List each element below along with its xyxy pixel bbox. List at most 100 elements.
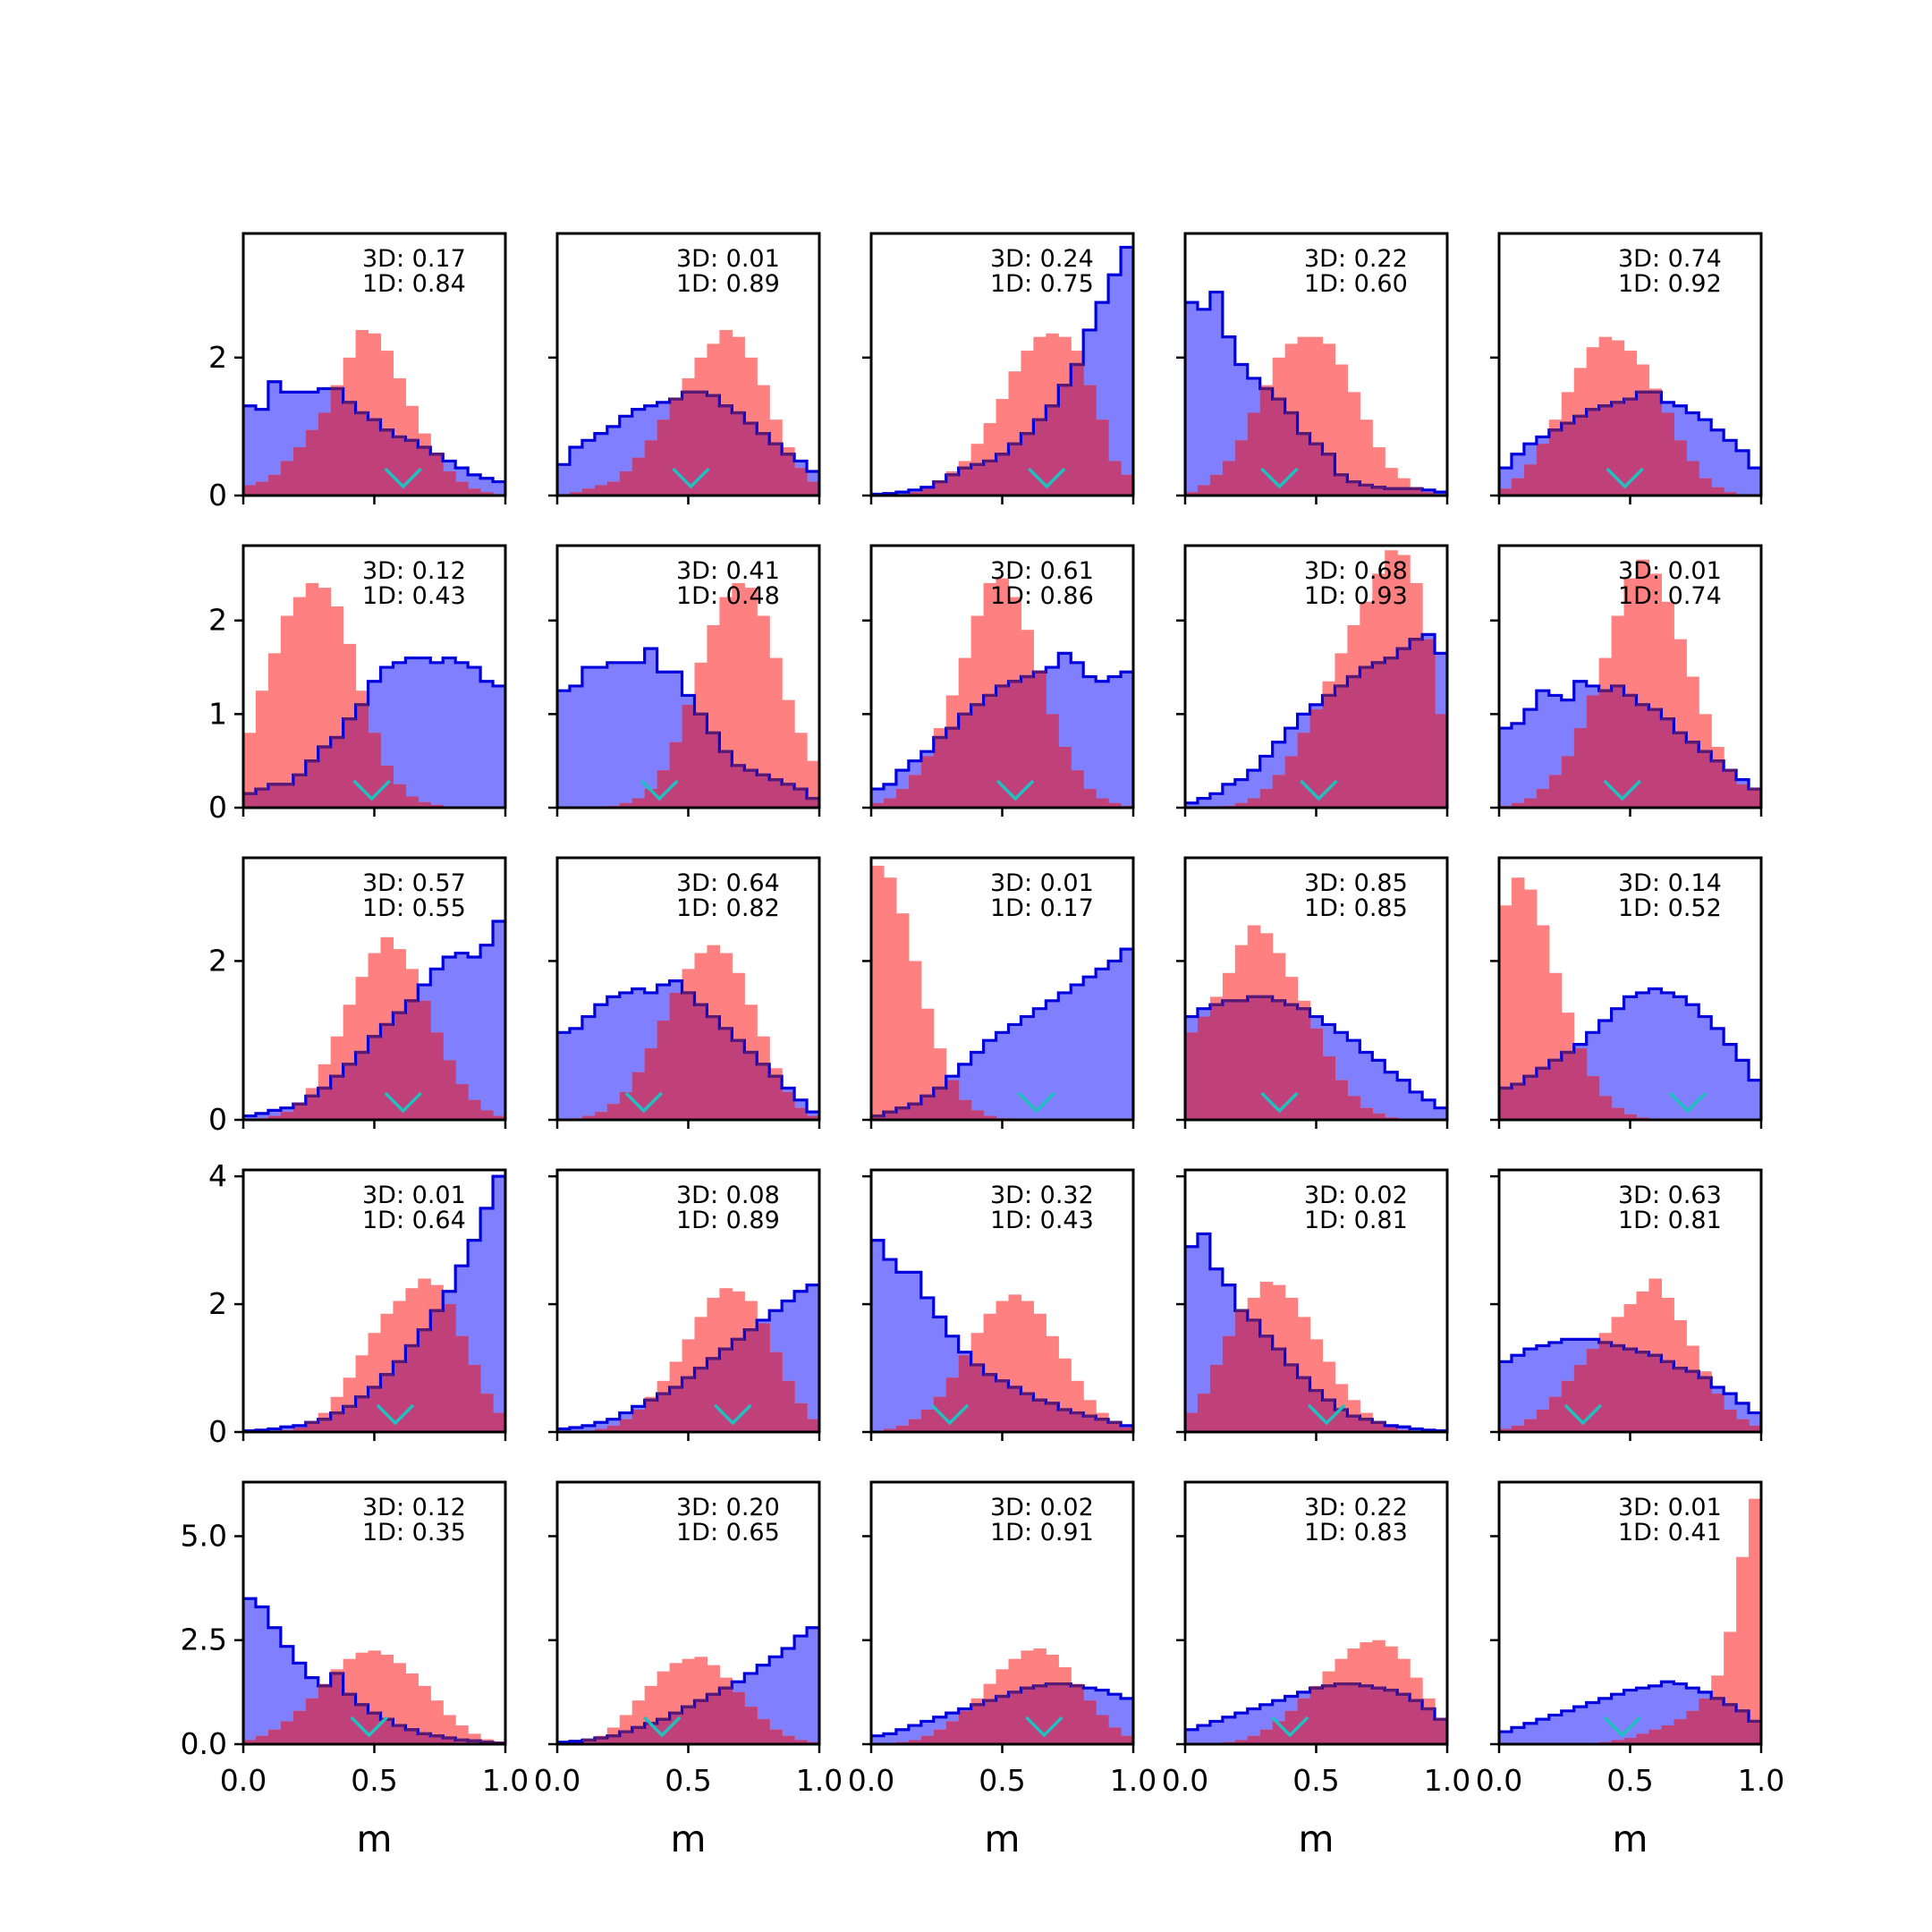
overlap-bar-1 [255,481,269,496]
annotation-3d: 3D: 0.01 [1618,1494,1722,1521]
overlap-bar-11 [694,1700,708,1744]
annotation-3d: 3D: 0.01 [362,1182,466,1209]
blue-bar-3 [594,1004,608,1120]
overlap-bar-10 [1309,444,1324,496]
overlap-bar-14 [732,412,745,496]
plot-area [1185,1232,1447,1432]
overlap-bar-10 [682,704,696,808]
blue-bar-1 [1197,1233,1211,1432]
overlap-bar-8 [657,419,671,496]
annotation-1d: 1D: 0.43 [990,1207,1094,1234]
blue-bar-9 [1611,1694,1625,1744]
red-bar-18 [782,699,795,808]
overlap-bar-13 [1347,676,1360,808]
blue-bar-10 [1623,1690,1638,1744]
annotation-3d: 3D: 0.17 [362,245,466,273]
overlap-bar-0 [243,1740,257,1744]
blue-bar-1 [569,685,583,808]
x-tick-label: 0.5 [1292,1763,1339,1798]
overlap-bar-9 [355,1704,369,1744]
x-tick-label: 0.0 [1476,1763,1522,1798]
overlap-bar-14 [1046,1683,1059,1744]
x-tick-label: 0.5 [1606,1763,1653,1798]
overlap-bar-20 [1121,1428,1133,1432]
blue-bar-18 [1410,1428,1423,1432]
overlap-bar-2 [1209,474,1224,496]
overlap-bar-14 [1360,485,1373,496]
overlap-bar-11 [380,429,394,496]
blue-bar-14 [418,657,431,808]
overlap-bar-7 [1586,1076,1600,1120]
overlap-bar-2 [1209,1004,1224,1120]
overlap-bar-10 [1623,1349,1638,1432]
overlap-bar-15 [744,1707,758,1744]
blue-bar-20 [1435,492,1447,496]
plot-area [557,945,819,1120]
overlap-bar-13 [719,1028,733,1120]
blue-bar-0 [1185,1246,1199,1432]
blue-bar-2 [581,1016,596,1120]
overlap-bar-9 [669,399,683,496]
y-tick-label: 0 [208,1102,227,1137]
red-bar-14 [1360,419,1373,496]
blue-bar-5 [1561,1710,1575,1744]
plot-area [1499,559,1761,808]
red-bar-15 [1372,447,1385,496]
red-bar-13 [405,1673,419,1744]
annotation-1d: 1D: 0.60 [1304,270,1408,298]
blue-bar-0 [243,1598,257,1744]
y-tick-label: 1 [208,696,227,731]
overlap-bar-13 [405,1000,419,1120]
overlap-bar-8 [1284,1004,1299,1120]
red-bar-1 [1511,877,1525,1120]
overlap-bar-17 [1711,487,1724,496]
overlap-bar-6 [318,746,332,808]
overlap-bar-3 [908,1740,922,1744]
overlap-bar-18 [1410,488,1423,496]
plot-area [243,329,505,496]
blue-bar-11 [1636,1688,1650,1744]
overlap-bar-3 [908,1419,922,1432]
x-tick-label: 1.0 [1738,1763,1784,1798]
overlap-bar-3 [594,1428,608,1432]
overlap-bar-9 [1611,1107,1625,1120]
overlap-bar-2 [581,1115,596,1120]
overlap-bar-6 [631,1409,646,1432]
overlap-bar-12 [1021,1688,1034,1744]
blue-bar-0 [871,1240,885,1432]
overlap-bar-3 [908,775,922,808]
blue-bar-20 [1749,1080,1761,1120]
overlap-bar-12 [1648,392,1662,496]
overlap-bar-4 [606,481,621,496]
overlap-bar-0 [1185,492,1199,496]
blue-bar-18 [782,1648,795,1744]
overlap-bar-7 [644,440,658,496]
blue-bar-5 [619,662,633,808]
overlap-bar-11 [1008,1691,1022,1744]
overlap-bar-4 [920,756,935,808]
marker-v [1025,1716,1063,1738]
red-bar-19 [1736,1556,1750,1744]
overlap-bar-15 [430,453,444,496]
overlap-bar-13 [719,1688,733,1744]
overlap-bar-18 [1410,639,1423,808]
overlap-bar-11 [1636,1733,1650,1744]
blue-bar-18 [1724,1044,1737,1120]
overlap-bar-16 [1071,770,1084,808]
blue-bar-2 [267,381,282,496]
overlap-bar-1 [1197,1016,1211,1120]
blue-bar-6 [1573,1707,1588,1744]
overlap-bar-4 [920,488,935,496]
marker-v [1017,1091,1055,1114]
annotation-3d: 3D: 0.01 [1618,557,1722,585]
overlap-bar-20 [1121,1735,1133,1744]
plot-area [557,1284,819,1432]
overlap-bar-18 [782,1735,795,1744]
blue-bar-1 [883,1259,897,1432]
overlap-bar-17 [1397,488,1411,496]
overlap-bar-15 [1686,461,1699,496]
